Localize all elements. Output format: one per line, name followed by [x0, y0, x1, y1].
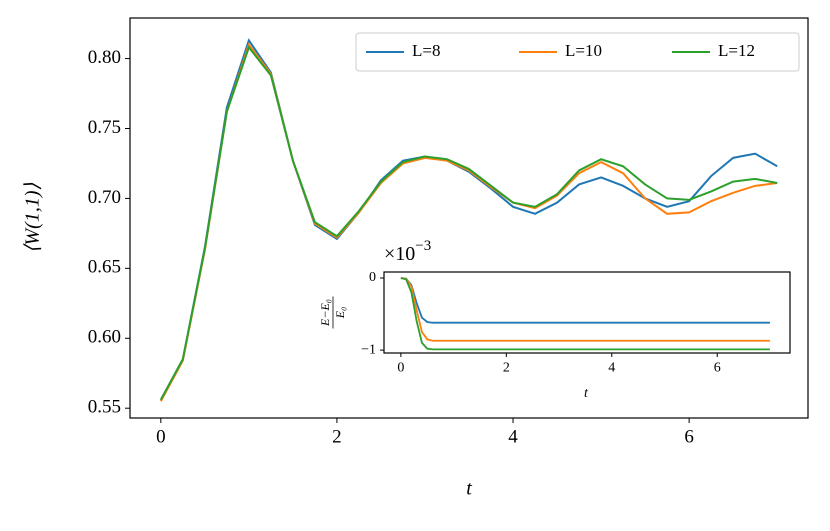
y-tick-label: 0: [369, 270, 376, 285]
series-line: [400, 277, 770, 351]
y-tick-label: 0.80: [88, 47, 121, 68]
y-tick-label: 0.70: [88, 187, 121, 208]
y-tick-label: 0.65: [88, 257, 121, 278]
offset-exponent: −3: [415, 238, 431, 254]
series-line: [159, 42, 778, 402]
y-tick-label: −1: [361, 342, 376, 357]
x-tick-label: 6: [714, 360, 721, 375]
x-tick-label: 6: [684, 427, 694, 448]
plot-area: [130, 18, 808, 418]
axes-frame: [383, 271, 791, 354]
y-label-denominator: E₀: [333, 307, 347, 320]
offset-text: ×10−3: [384, 238, 431, 264]
x-tick-label: 2: [503, 360, 510, 375]
y-tick-label: 0.60: [88, 327, 121, 348]
x-axis-label: t: [584, 386, 589, 401]
x-axis-label: t: [466, 478, 472, 500]
x-tick-label: 4: [608, 360, 615, 375]
y-label-numerator: E−E₀: [318, 299, 332, 327]
legend-box: [355, 32, 800, 72]
legend-label: L=10: [565, 41, 602, 60]
x-tick-label: 2: [332, 427, 342, 448]
y-axis-label: ⟨W(1,1)⟩: [22, 183, 44, 254]
legend-label: L=8: [412, 41, 440, 60]
y-tick-label: 0.55: [88, 397, 121, 418]
legend-label: L=12: [718, 41, 755, 60]
series-line: [159, 38, 778, 401]
y-axis-label: E−E₀ E₀: [318, 296, 347, 329]
plot-area: [384, 272, 790, 353]
series-line: [400, 277, 770, 342]
x-tick-label: 0: [397, 360, 404, 375]
x-tick-label: 0: [156, 427, 166, 448]
y-tick-label: 0.75: [88, 117, 121, 138]
offset-base: ×10: [384, 243, 415, 265]
series-line: [159, 45, 778, 401]
x-tick-label: 4: [508, 427, 518, 448]
axes-frame: [129, 17, 809, 419]
